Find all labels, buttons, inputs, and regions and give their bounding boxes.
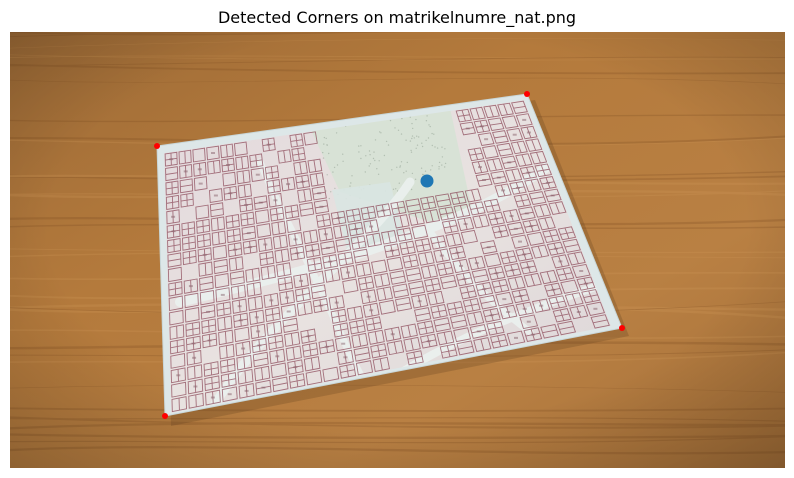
- corner-marker-bottom-right: [619, 325, 625, 331]
- corner-marker-bottom-left: [162, 413, 168, 419]
- corner-marker-top-right: [524, 91, 530, 97]
- photo-scene: [10, 32, 785, 468]
- corner-marker-top-left: [154, 143, 160, 149]
- centroid-marker: [420, 174, 434, 188]
- map-content: [164, 100, 611, 413]
- image-axes: [10, 32, 785, 468]
- figure-title: Detected Corners on matrikelnumre_nat.pn…: [217, 8, 577, 27]
